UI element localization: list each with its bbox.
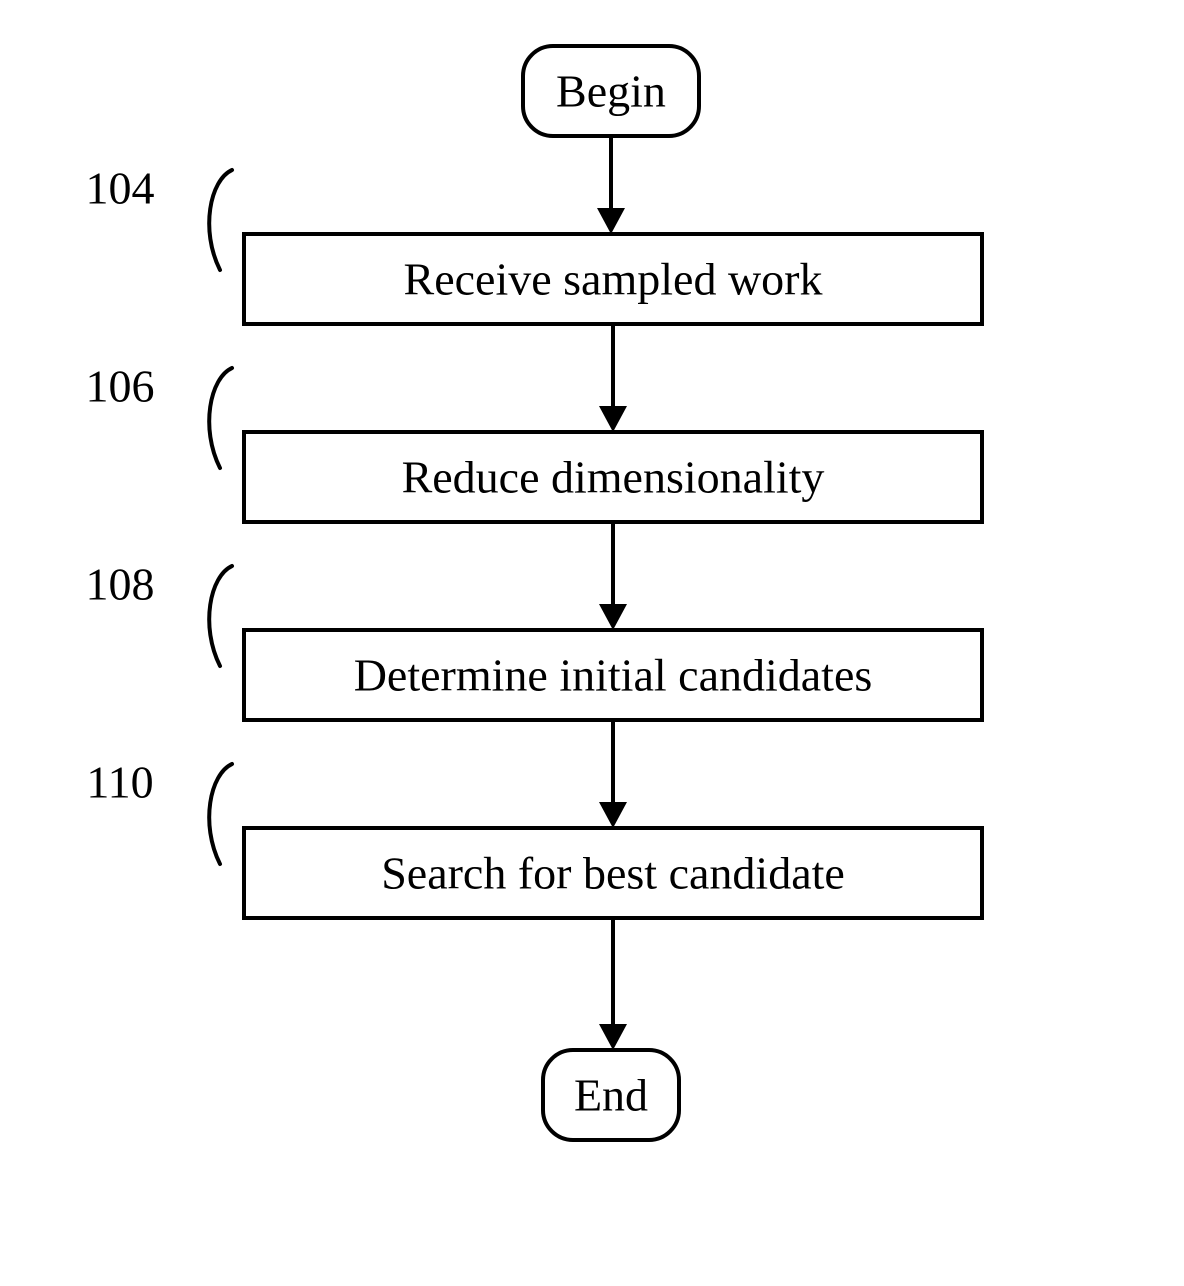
end-label: End (574, 1070, 648, 1121)
end-terminator: End (543, 1050, 679, 1140)
ref-number: 104 (86, 163, 155, 214)
flowchart-canvas: Begin Receive sampled work Reduce dimensio… (0, 0, 1184, 1281)
begin-terminator: Begin (523, 46, 699, 136)
step4-label: Search for best candidate (381, 848, 845, 899)
step3-label: Determine initial candidates (354, 650, 873, 701)
process-step-step1: Receive sampled work (244, 234, 982, 324)
step2-label: Reduce dimensionality (402, 452, 825, 503)
ref-number: 110 (86, 757, 153, 808)
ref-number: 108 (86, 559, 155, 610)
ref-number: 106 (86, 361, 155, 412)
process-step-step3: Determine initial candidates (244, 630, 982, 720)
begin-label: Begin (556, 66, 666, 117)
process-step-step4: Search for best candidate (244, 828, 982, 918)
process-step-step2: Reduce dimensionality (244, 432, 982, 522)
step1-label: Receive sampled work (404, 254, 823, 305)
